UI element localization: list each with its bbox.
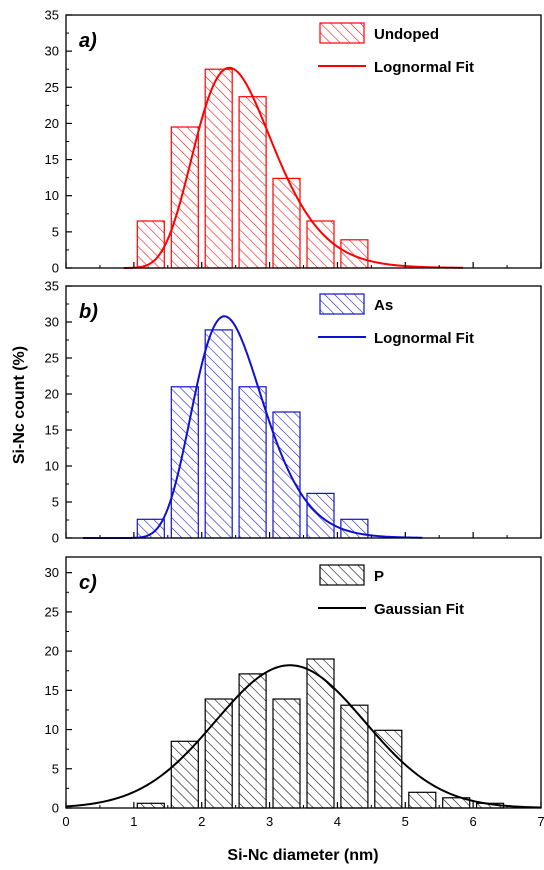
x-axis-title: Si-Nc diameter (nm) bbox=[227, 847, 378, 864]
panel-label: a) bbox=[79, 30, 97, 52]
panel-label: c) bbox=[79, 572, 97, 594]
y-tick-label: 0 bbox=[52, 531, 59, 546]
histogram-bar bbox=[272, 177, 301, 269]
y-tick-label: 0 bbox=[52, 801, 59, 816]
histogram-bar bbox=[204, 68, 233, 269]
y-tick-label: 5 bbox=[52, 495, 59, 510]
legend-swatch-bars bbox=[319, 564, 365, 586]
histogram-bar bbox=[238, 386, 267, 539]
legend: P Gaussian Fit bbox=[318, 564, 464, 618]
fit-curve bbox=[123, 66, 463, 269]
x-tick-label: 2 bbox=[198, 814, 205, 829]
histogram-bar bbox=[238, 673, 267, 809]
histogram-bar bbox=[204, 329, 233, 539]
legend-label-bars: Undoped bbox=[374, 26, 439, 43]
plot-frame bbox=[65, 285, 542, 539]
y-tick-label: 15 bbox=[45, 423, 59, 438]
x-tick-label: 4 bbox=[334, 814, 341, 829]
x-tick-label: 0 bbox=[62, 814, 69, 829]
y-tick-label: 0 bbox=[52, 261, 59, 276]
histogram-bar bbox=[204, 698, 233, 809]
histogram-bar bbox=[340, 239, 369, 269]
x-tick-label: 1 bbox=[130, 814, 137, 829]
legend-label-bars: P bbox=[374, 568, 384, 585]
y-tick-label: 30 bbox=[45, 565, 59, 580]
y-tick-label: 25 bbox=[45, 80, 59, 95]
y-tick-label: 20 bbox=[45, 116, 59, 131]
legend: Undoped Lognormal Fit bbox=[318, 22, 474, 76]
y-tick-label: 10 bbox=[45, 459, 59, 474]
panel-label: b) bbox=[79, 301, 98, 323]
y-tick-label: 25 bbox=[45, 351, 59, 366]
x-tick-label: 5 bbox=[402, 814, 409, 829]
histogram-bar bbox=[170, 740, 199, 809]
y-tick-label: 30 bbox=[45, 44, 59, 59]
plot-frame bbox=[65, 556, 542, 809]
y-tick-label: 25 bbox=[45, 604, 59, 619]
legend-label-fit: Gaussian Fit bbox=[374, 601, 464, 618]
y-tick-label: 15 bbox=[45, 683, 59, 698]
y-tick-label: 5 bbox=[52, 761, 59, 776]
y-tick-label: 5 bbox=[52, 224, 59, 239]
y-tick-label: 35 bbox=[45, 279, 59, 294]
y-tick-label: 20 bbox=[45, 387, 59, 402]
fit-curve bbox=[65, 664, 542, 809]
y-tick-label: 15 bbox=[45, 152, 59, 167]
histogram-bar bbox=[136, 802, 165, 809]
y-tick-label: 20 bbox=[45, 644, 59, 659]
histogram-bar bbox=[306, 220, 335, 269]
legend-swatch-bars bbox=[319, 22, 365, 44]
legend-label-fit: Lognormal Fit bbox=[374, 330, 474, 347]
legend-swatch-bars bbox=[319, 293, 365, 315]
legend-label-bars: As bbox=[374, 297, 393, 314]
histogram-bar bbox=[408, 791, 437, 809]
panel-c: 0 5 10 15 20 25 30 0 1 2 3 4 5 6 7 c) P Gaussian Fit bbox=[45, 556, 544, 829]
y-tick-label: 10 bbox=[45, 188, 59, 203]
legend-label-fit: Lognormal Fit bbox=[374, 59, 474, 76]
histogram-bar bbox=[238, 96, 267, 269]
y-tick-label: 35 bbox=[45, 8, 59, 23]
histogram-bar bbox=[170, 386, 199, 539]
histogram-bar bbox=[374, 729, 403, 809]
y-tick-label: 30 bbox=[45, 315, 59, 330]
histogram-bar bbox=[136, 220, 165, 269]
panel-a: 0 5 10 15 20 25 30 35 a) Undoped Lognormal Fit bbox=[45, 8, 542, 276]
x-tick-label: 7 bbox=[537, 814, 544, 829]
histogram-bar bbox=[306, 658, 335, 809]
y-tick-label: 10 bbox=[45, 722, 59, 737]
panel-b: 0 5 10 15 20 25 30 35 b) As Lognormal Fit bbox=[45, 279, 542, 546]
x-tick-label: 6 bbox=[470, 814, 477, 829]
x-tick-label: 3 bbox=[266, 814, 273, 829]
histogram-bar bbox=[272, 411, 301, 539]
histogram-bar bbox=[272, 698, 301, 809]
legend: As Lognormal Fit bbox=[318, 293, 474, 347]
y-axis-title: Si-Nc count (%) bbox=[11, 346, 28, 464]
